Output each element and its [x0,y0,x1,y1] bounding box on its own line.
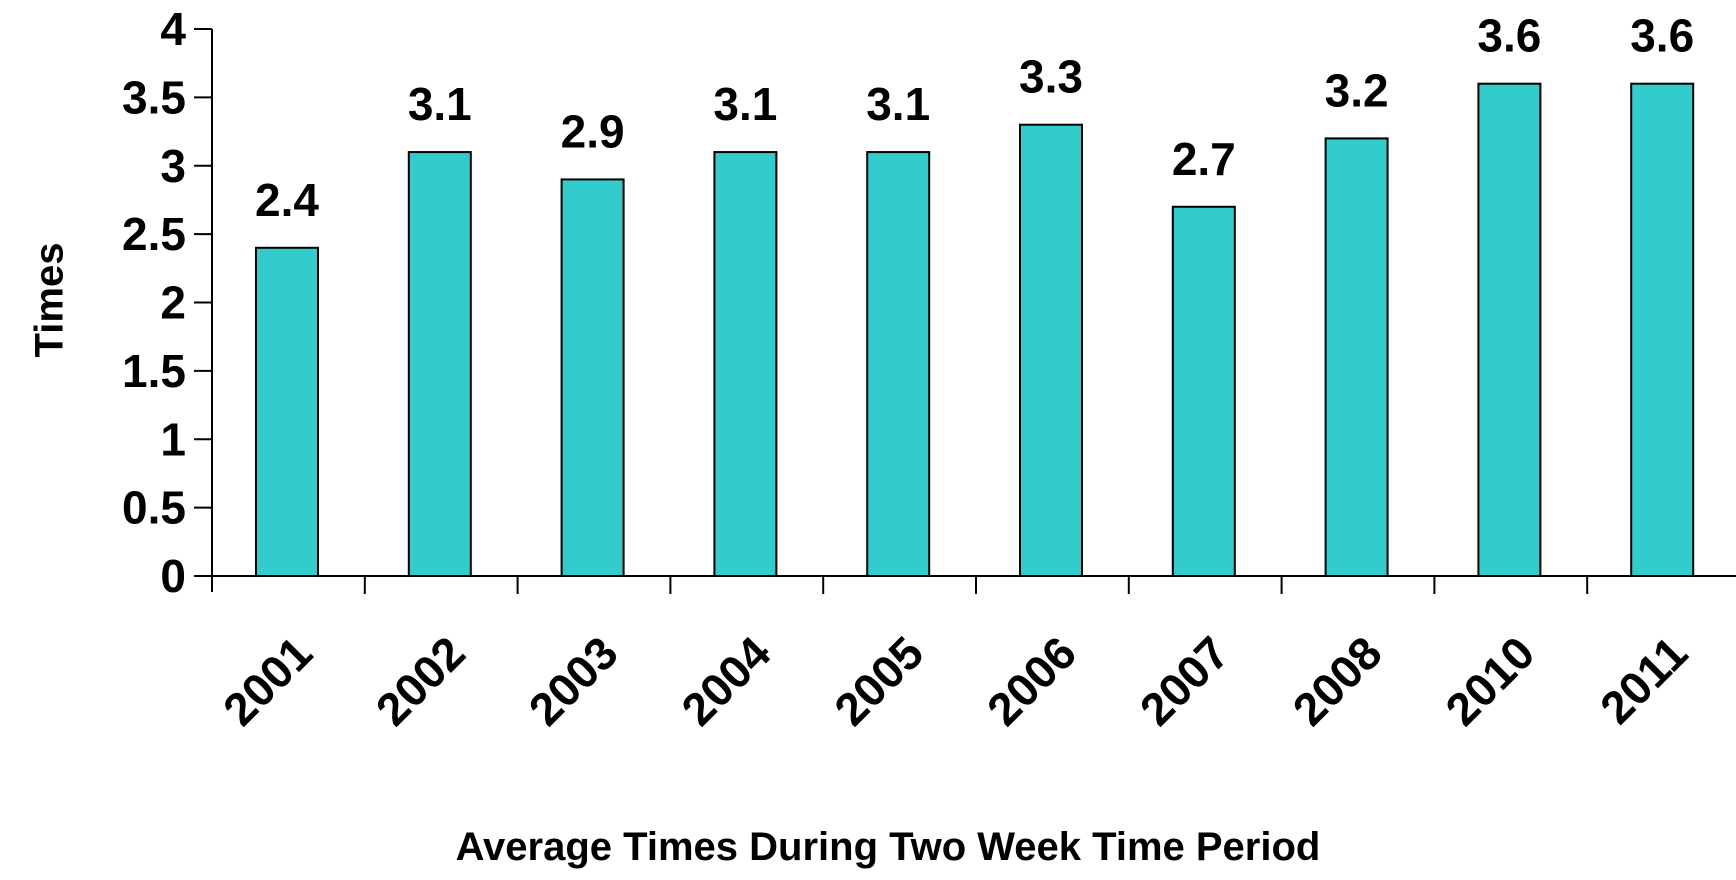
data-label: 2.4 [255,174,319,226]
y-tick-label: 0 [160,550,186,602]
data-label: 3.6 [1630,10,1694,62]
y-tick-label: 1 [160,413,186,465]
data-label: 3.1 [713,78,777,130]
data-label: 2.9 [561,105,625,157]
y-tick-label: 2 [160,277,186,329]
x-tick-label: 2010 [1435,626,1544,735]
x-tick-label: 2003 [519,626,628,735]
data-label: 3.2 [1325,64,1389,116]
bar [407,151,472,577]
x-tick-label: 2005 [824,626,933,735]
x-tick-label: 2008 [1283,626,1392,735]
x-tick-label: 2004 [671,626,780,735]
y-tick-label: 3.5 [122,71,186,123]
y-axis-title: Times [28,243,72,358]
bar [1477,82,1542,577]
data-label: 3.1 [866,78,930,130]
data-label: 3.1 [408,78,472,130]
bar [255,246,319,578]
bar [1324,137,1389,577]
bar [1630,82,1695,577]
y-axis-ticks: 0 0.5 1 1.5 2 2.5 3 3.5 4 [122,3,212,602]
bar [1019,123,1083,577]
x-axis-title: Average Times During Two Week Time Perio… [456,825,1321,869]
y-tick-label: 1.5 [122,345,186,397]
y-tick-label: 4 [160,3,186,55]
y-tick-label: 0.5 [122,482,186,534]
x-tick-label: 2011 [1590,626,1697,733]
x-tick-label: 2001 [213,626,322,735]
bars [255,82,1695,578]
bar [866,151,931,577]
data-label: 3.3 [1019,51,1083,103]
y-tick-label: 3 [160,140,186,192]
data-label: 2.7 [1172,133,1236,185]
data-labels: 2.4 3.1 2.9 3.1 3.1 3.3 2.7 3.2 3.6 3.6 [255,10,1694,226]
x-tick-label: 2006 [977,626,1086,735]
bar [1171,205,1236,577]
x-tick-label: 2002 [366,626,475,735]
y-tick-label: 2.5 [122,208,186,260]
x-axis-ticks: 2001 2002 2003 2004 2005 2006 2007 2008 2010 2011 [213,576,1697,735]
x-tick-label: 2007 [1130,626,1239,735]
data-label: 3.6 [1477,10,1541,62]
bar [713,151,778,577]
bar [560,178,625,578]
